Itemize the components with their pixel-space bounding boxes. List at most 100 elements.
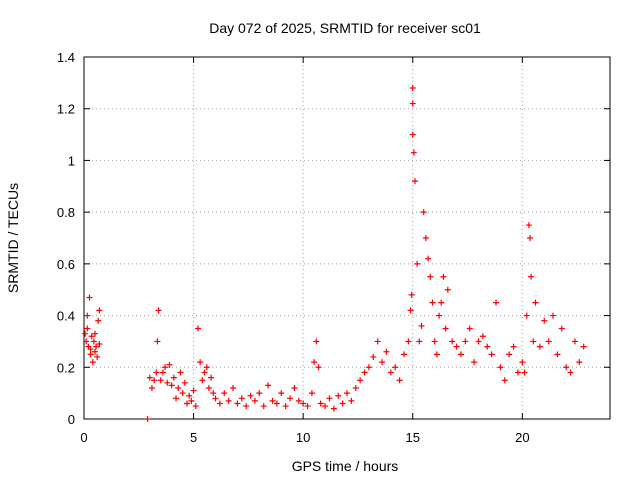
- data-point: [339, 400, 346, 407]
- data-point: [475, 338, 482, 345]
- data-point: [96, 307, 103, 314]
- data-point: [532, 299, 539, 306]
- y-tick-label: 0.6: [57, 257, 75, 272]
- data-point: [181, 379, 188, 386]
- data-point: [291, 384, 298, 391]
- data-point: [86, 294, 93, 301]
- data-point: [210, 390, 217, 397]
- data-point: [157, 377, 164, 384]
- data-point: [168, 382, 175, 389]
- data-point: [197, 359, 204, 366]
- data-point: [576, 359, 583, 366]
- data-point: [422, 235, 429, 241]
- data-point: [144, 416, 151, 422]
- y-tick-label: 0.8: [57, 205, 75, 220]
- data-point: [442, 325, 449, 332]
- data-point: [194, 325, 201, 332]
- data-point: [418, 322, 425, 329]
- data-point: [205, 384, 212, 391]
- x-tick-label: 10: [296, 430, 310, 445]
- x-tick-label: 0: [80, 430, 87, 445]
- data-point: [88, 333, 95, 340]
- data-point: [519, 359, 526, 366]
- data-point: [521, 369, 528, 376]
- data-point: [545, 338, 552, 345]
- data-point: [425, 255, 432, 262]
- data-point: [387, 369, 394, 376]
- data-point: [82, 330, 89, 337]
- data-point: [190, 387, 197, 394]
- data-point: [251, 397, 258, 404]
- data-point: [379, 359, 386, 366]
- data-point: [153, 369, 160, 376]
- data-point: [87, 351, 94, 358]
- data-point: [260, 403, 267, 410]
- data-point: [514, 369, 521, 376]
- data-point: [192, 403, 199, 410]
- data-point: [383, 348, 390, 355]
- data-point: [541, 317, 548, 324]
- data-point: [238, 395, 245, 402]
- data-point: [230, 384, 237, 391]
- data-point: [282, 403, 289, 410]
- data-point: [89, 359, 96, 366]
- data-point: [269, 397, 276, 404]
- data-point: [405, 338, 412, 345]
- data-point: [243, 403, 250, 410]
- data-point: [438, 299, 445, 306]
- data-point: [449, 338, 456, 345]
- data-point: [370, 353, 377, 360]
- data-point: [221, 390, 228, 397]
- data-point: [203, 364, 210, 371]
- data-point: [96, 341, 103, 348]
- data-point: [374, 338, 381, 345]
- data-point: [90, 338, 97, 345]
- data-point: [484, 343, 491, 350]
- data-point: [159, 369, 166, 376]
- data-point: [162, 364, 169, 371]
- y-tick-label: 1.4: [57, 50, 75, 65]
- data-point: [173, 395, 180, 402]
- data-point: [550, 312, 557, 319]
- y-axis-title: SRMTID / TECUs: [5, 183, 21, 293]
- data-point: [146, 374, 153, 381]
- data-point: [466, 325, 473, 332]
- data-point: [558, 325, 565, 332]
- data-point: [225, 397, 232, 404]
- data-point: [201, 369, 208, 376]
- data-point: [361, 369, 368, 376]
- data-point: [392, 364, 399, 371]
- data-point: [170, 374, 177, 381]
- data-point: [273, 400, 280, 407]
- y-tick-label: 0.2: [57, 360, 75, 375]
- data-point: [91, 330, 98, 337]
- data-point: [479, 333, 486, 340]
- data-point: [453, 343, 460, 350]
- data-point: [322, 403, 329, 410]
- data-point: [429, 299, 436, 306]
- data-point: [431, 338, 438, 345]
- x-axis-title: GPS time / hours: [292, 458, 399, 474]
- data-point: [212, 395, 219, 402]
- data-point: [177, 369, 184, 376]
- data-point: [155, 307, 162, 314]
- data-point: [278, 390, 285, 397]
- data-point: [265, 382, 272, 389]
- data-point: [166, 361, 173, 368]
- data-point: [308, 390, 315, 397]
- data-point: [414, 260, 421, 267]
- data-point: [471, 359, 478, 366]
- data-point: [365, 364, 372, 371]
- data-point: [95, 317, 102, 324]
- data-point: [247, 392, 254, 399]
- data-point: [154, 338, 161, 345]
- data-point: [462, 338, 469, 345]
- data-point: [528, 273, 535, 280]
- data-point: [440, 273, 447, 280]
- chart-title: Day 072 of 2025, SRMTID for receiver sc0…: [209, 20, 481, 36]
- data-point: [410, 149, 417, 156]
- data-point: [93, 343, 100, 350]
- data-point: [497, 364, 504, 371]
- data-point: [304, 403, 311, 410]
- data-point: [580, 343, 587, 350]
